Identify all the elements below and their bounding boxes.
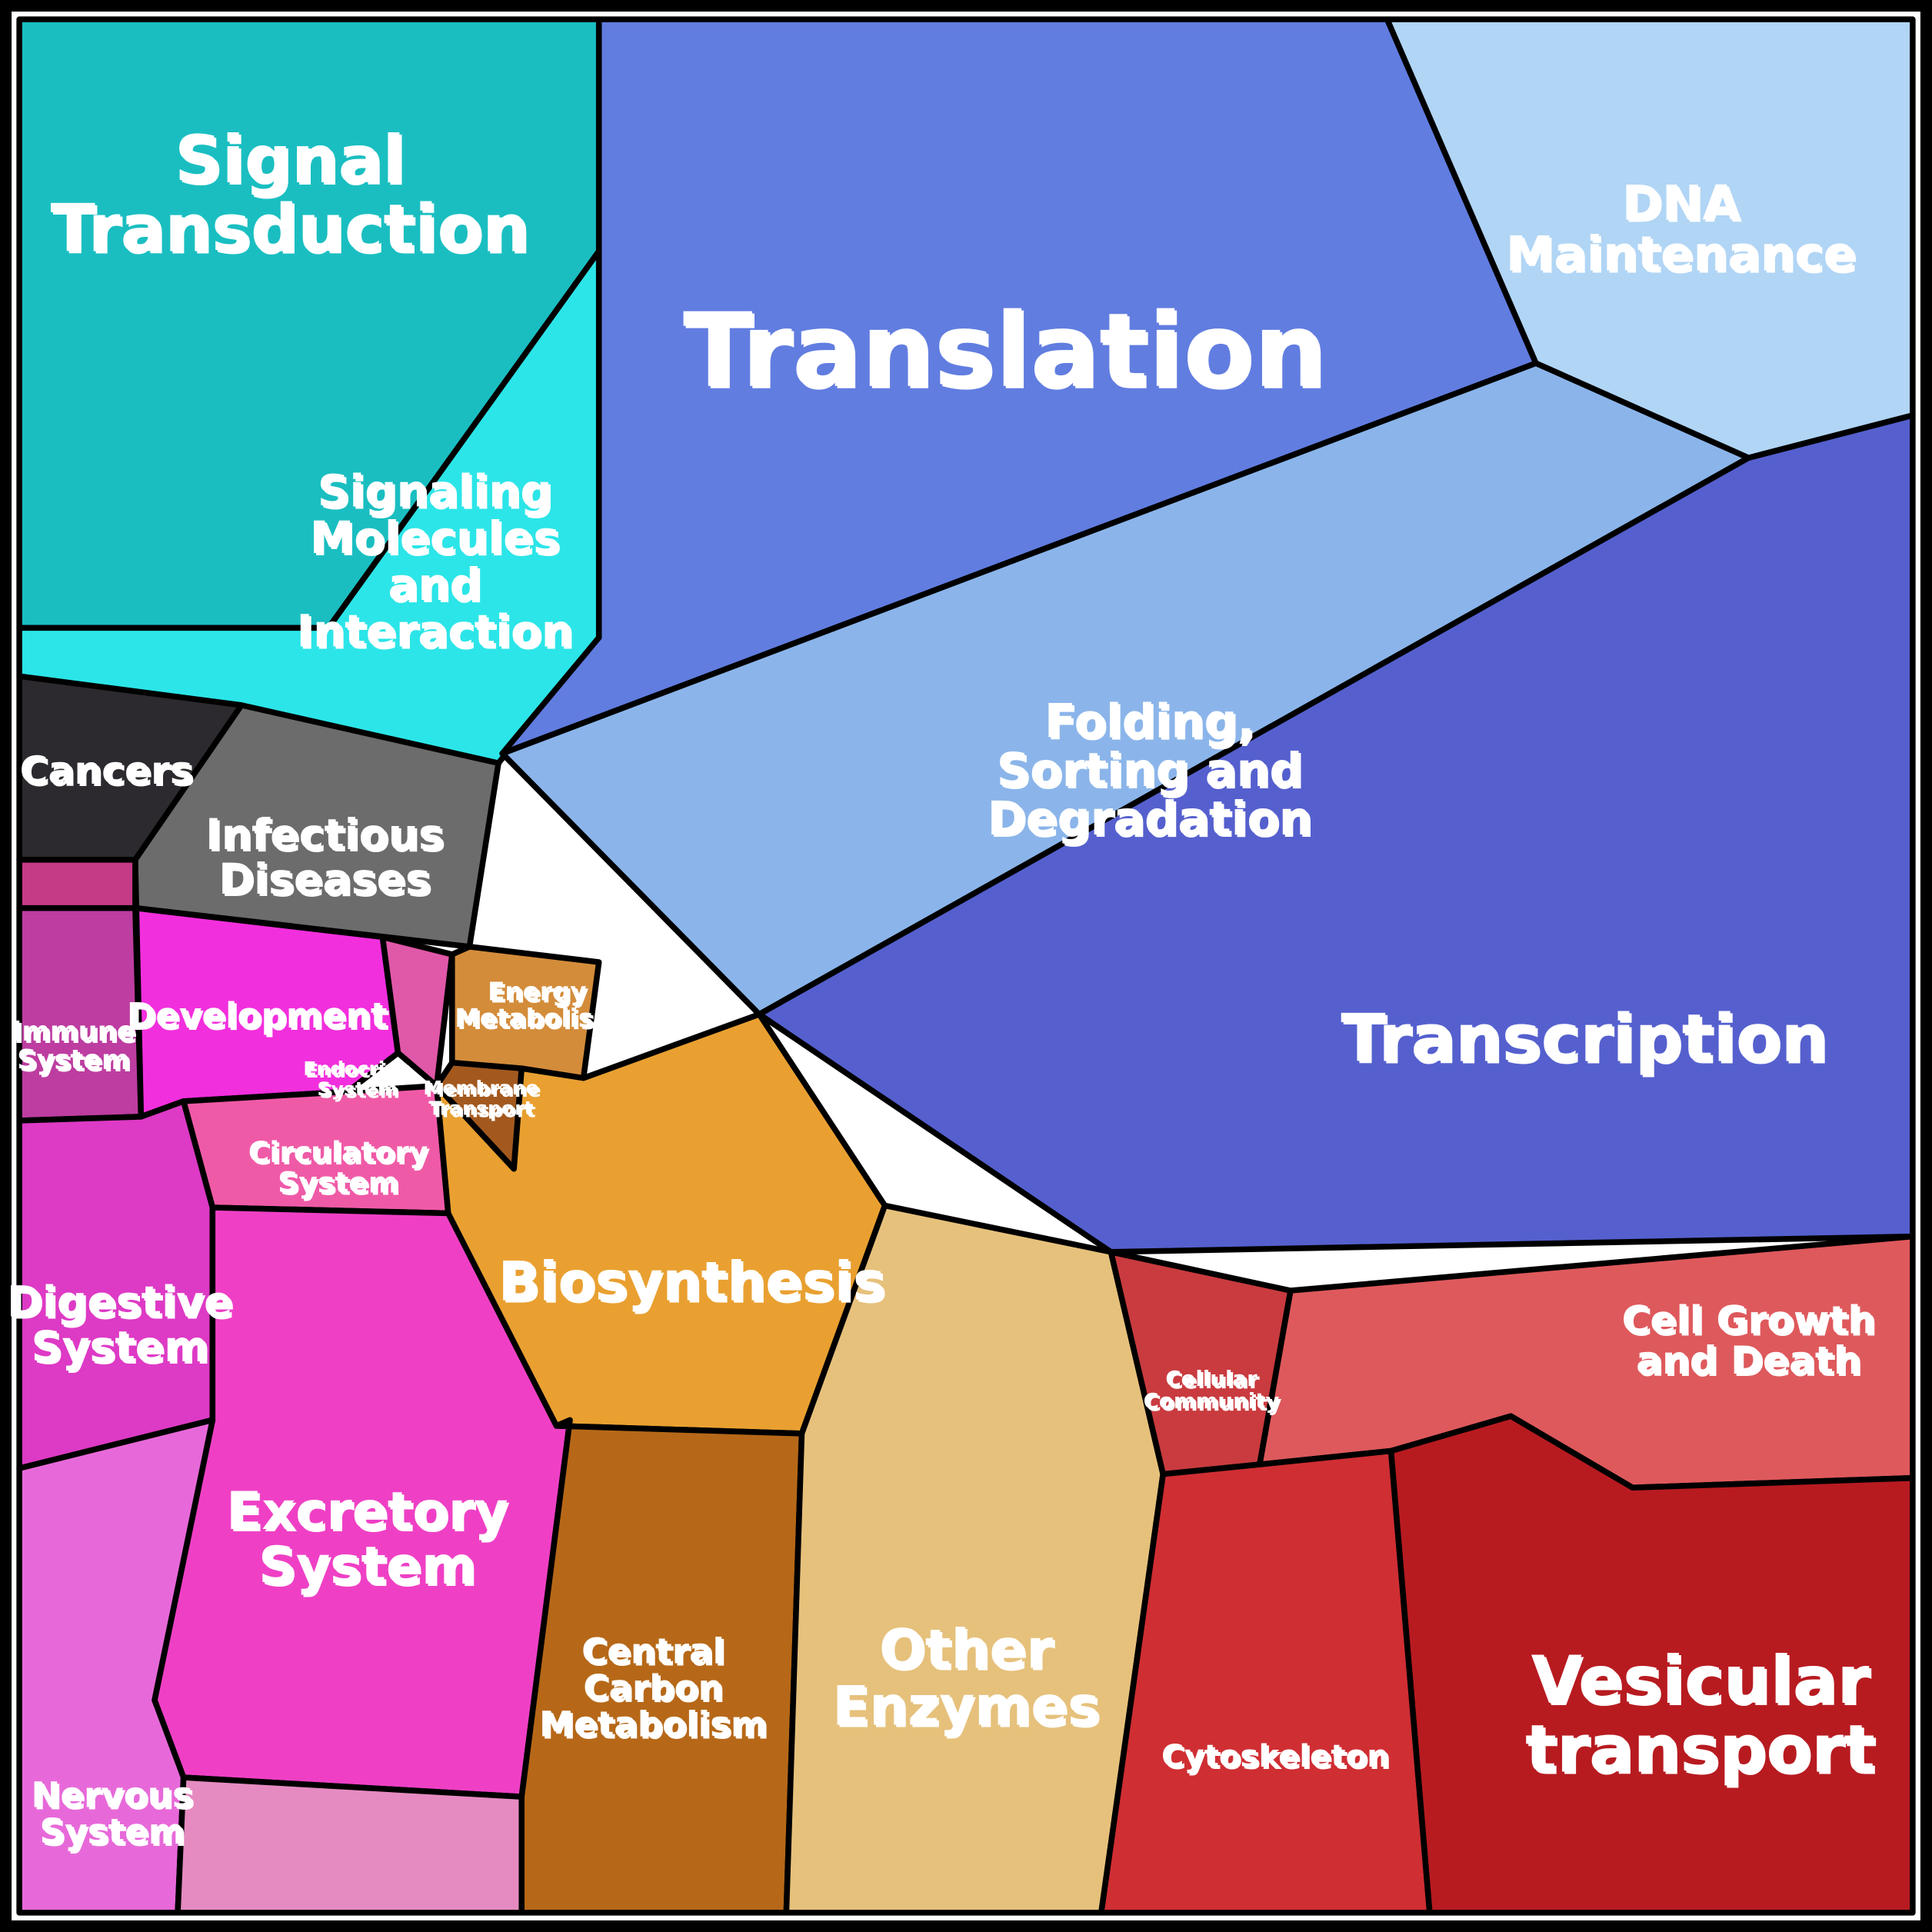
label-membrane-transport: MembraneTransport bbox=[423, 1077, 538, 1119]
label-cytoskeleton: Cytoskeleton bbox=[1161, 1739, 1389, 1774]
label-biosynthesis: Biosynthesis bbox=[498, 1250, 885, 1313]
cell-tiny-wedge-b bbox=[178, 1777, 521, 1913]
voronoi-treemap: SignalTransductionSignalTransductionSign… bbox=[0, 0, 1932, 1932]
label-nervous-system: NervousSystem bbox=[32, 1775, 193, 1852]
cell-immune-system bbox=[19, 908, 141, 1121]
label-cell-growth-and-death: Cell Growthand Death bbox=[1622, 1297, 1876, 1383]
label-signaling-molecules-interaction: SignalingMoleculesandInteraction bbox=[297, 465, 573, 657]
label-cancers: Cancers bbox=[20, 747, 193, 792]
label-immune-system: ImmuneSystem bbox=[12, 1016, 135, 1076]
label-translation: Translation bbox=[683, 291, 1327, 410]
label-development: Development bbox=[127, 995, 388, 1036]
label-vesicular-transport: Vesiculartransport bbox=[1525, 1643, 1875, 1788]
label-endocrine-system: EndocrineSystem bbox=[303, 1058, 411, 1100]
label-excretory-system: ExcretorySystem bbox=[226, 1481, 508, 1596]
label-digestive-system: DigestiveSystem bbox=[7, 1278, 233, 1372]
label-transcription: Transcription bbox=[1341, 1001, 1827, 1078]
label-infectious-diseases: InfectiousDiseases bbox=[205, 811, 444, 904]
cell-tiny-wedge-a bbox=[19, 860, 135, 908]
